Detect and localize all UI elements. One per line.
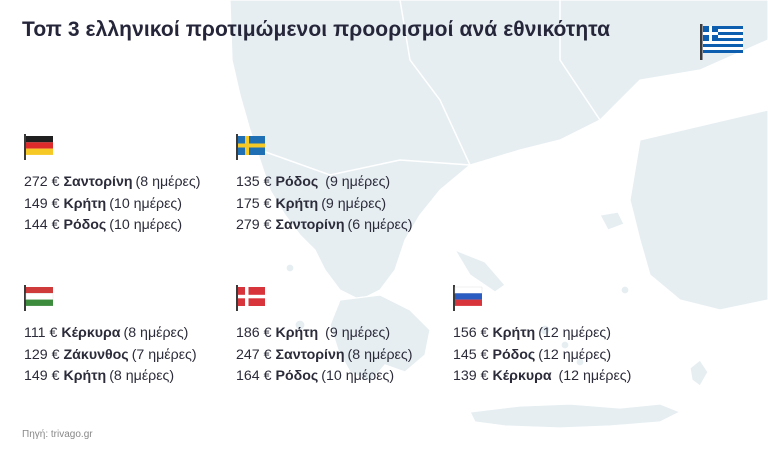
list-item: 135 € Ρόδος (9 ημέρες): [236, 174, 391, 190]
group-germany: 272 € Σαντορίνη (8 ημέρες) 149 € Κρήτη (10 η…: [24, 134, 200, 237]
group-denmark: 186 € Κρήτη (9 ημέρες) 247 € Σαντορίνη (8 η…: [236, 285, 412, 388]
list-item: 111 € Κέρκυρα (8 ημέρες): [24, 325, 189, 341]
hungary-flag-icon: [24, 285, 54, 311]
denmark-flag-icon: [236, 285, 265, 311]
list-item: 145 € Ρόδος (12 ημέρες): [453, 346, 612, 363]
list-item: 175 € Κρήτη (9 ημέρες): [236, 195, 387, 212]
list-item: 129 € Ζάκυνθος (7 ημέρες): [24, 346, 197, 363]
page-title: Τοπ 3 ελληνικοί προτιμώμενοι προορισμοί …: [22, 18, 611, 41]
greece-flag-icon: [700, 24, 743, 60]
list-item: 149 € Κρήτη (8 ημέρες): [24, 368, 175, 384]
list-item: 247 € Σαντορίνη (8 ημέρες): [236, 346, 413, 363]
source-note: Πηγή: trivago.gr: [22, 429, 93, 440]
list-item: 156 € Κρήτη (12 ημέρες): [453, 325, 611, 341]
list-item: 149 € Κρήτη (10 ημέρες): [24, 195, 182, 212]
sweden-flag-icon: [236, 134, 265, 160]
group-russia: 156 € Κρήτη (12 ημέρες) 145 € Ρόδος (12 ημέρ…: [453, 285, 631, 388]
list-item: 279 € Σαντορίνη (6 ημέρες): [236, 217, 413, 233]
group-sweden: 135 € Ρόδος (9 ημέρες) 175 € Κρήτη (9 ημέρε…: [236, 134, 412, 237]
list-item: 272 € Σαντορίνη (8 ημέρες): [24, 174, 201, 190]
russia-flag-icon: [453, 285, 483, 311]
germany-flag-icon: [24, 134, 53, 160]
list-item: 186 € Κρήτη (9 ημέρες): [236, 325, 391, 341]
group-hungary: 111 € Κέρκυρα (8 ημέρες) 129 € Ζάκυνθος (7 η…: [24, 285, 197, 388]
list-item: 164 € Ρόδος (10 ημέρες): [236, 368, 395, 384]
list-item: 144 € Ρόδος (10 ημέρες): [24, 217, 183, 233]
list-item: 139 € Κέρκυρα (12 ημέρες): [453, 368, 632, 384]
